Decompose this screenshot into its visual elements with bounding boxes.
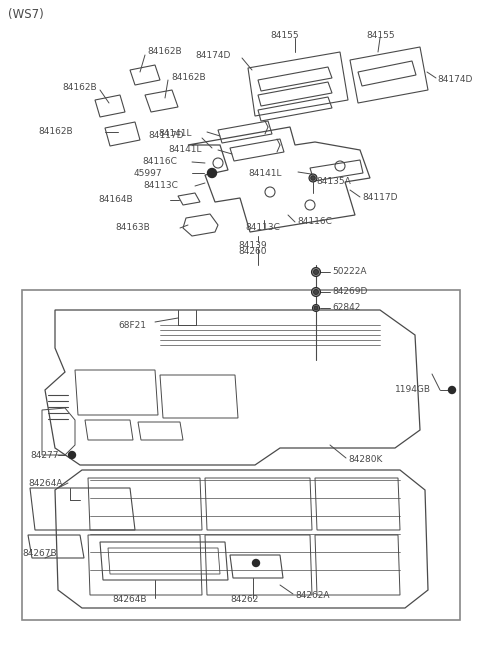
Circle shape [207,169,216,177]
Text: 84117D: 84117D [362,193,397,201]
Text: 84117D: 84117D [148,131,183,141]
Text: 84155: 84155 [366,31,395,39]
Circle shape [312,288,321,297]
Text: 84155: 84155 [270,31,299,39]
Text: 84141L: 84141L [248,169,281,177]
Text: 84135A: 84135A [316,177,351,187]
Text: 68F21: 68F21 [118,321,146,329]
Circle shape [313,290,318,294]
Circle shape [314,306,318,310]
Circle shape [311,176,315,180]
Circle shape [312,305,320,311]
Text: 45997: 45997 [134,169,163,177]
Circle shape [69,452,75,459]
Text: 84162B: 84162B [38,127,72,137]
Text: 84262: 84262 [230,596,258,604]
Text: 84162B: 84162B [171,74,205,82]
Text: 84174D: 84174D [437,74,472,84]
Text: 84113C: 84113C [245,224,280,232]
Circle shape [309,174,317,182]
Text: 84174D: 84174D [195,52,230,60]
Text: 84116C: 84116C [297,218,332,226]
Text: 84162B: 84162B [62,84,96,92]
Text: 84267B: 84267B [22,548,57,558]
Circle shape [448,386,456,394]
Text: 84264A: 84264A [28,479,62,487]
Text: 62842: 62842 [332,303,360,313]
Text: 84277: 84277 [30,450,59,459]
Text: 1194GB: 1194GB [395,386,431,394]
Text: 84141L: 84141L [168,145,202,155]
Bar [22,290,460,620]
Text: 84116C: 84116C [142,157,177,167]
Text: 84163B: 84163B [115,224,150,232]
Text: 84162B: 84162B [147,48,181,56]
Text: 50222A: 50222A [332,268,367,276]
Text: 84269D: 84269D [332,288,367,297]
Circle shape [313,270,318,274]
Circle shape [252,560,260,566]
Text: 84164B: 84164B [98,195,132,205]
Text: 84113C: 84113C [143,181,178,191]
Text: 84139: 84139 [238,240,266,250]
Text: 84264B: 84264B [112,596,146,604]
Text: 84260: 84260 [238,248,266,256]
Text: 84141L: 84141L [158,129,192,137]
Circle shape [312,268,321,276]
Text: 84262A: 84262A [295,592,329,600]
Text: 84280K: 84280K [348,456,383,465]
Text: (WS7): (WS7) [8,8,44,21]
